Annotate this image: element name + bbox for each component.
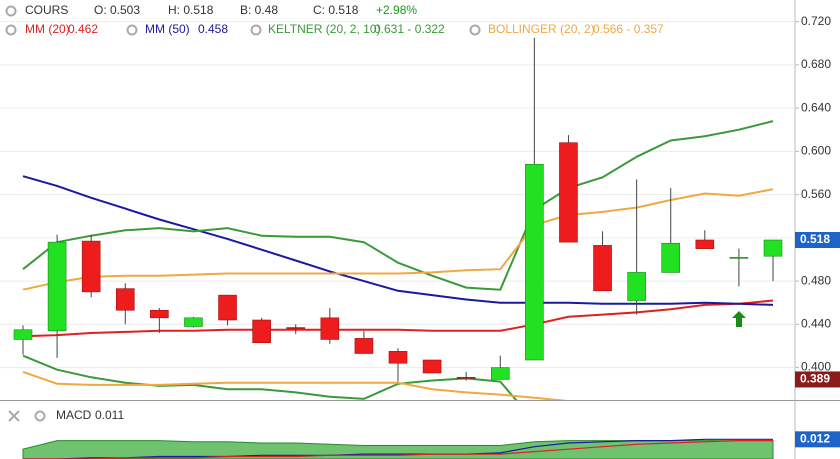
candle-body: [320, 317, 340, 340]
candle-body: [763, 239, 783, 257]
y-tick-label: 0.720: [801, 14, 831, 28]
y-tick-label: 0.680: [801, 57, 831, 71]
band-upper: [22, 188, 774, 291]
legend: COURS O: 0.503 H: 0.518 B: 0.48 C: 0.518…: [5, 3, 840, 448]
candle-body: [81, 240, 101, 293]
macd-histogram: [22, 440, 774, 459]
price-marker: [795, 232, 840, 248]
y-tick-label: 0.600: [801, 144, 831, 158]
candle-body: [729, 256, 749, 259]
legend-change: +2.98%: [376, 3, 417, 17]
legend-value: 0.458: [198, 22, 228, 36]
y-tick-label: 0.400: [801, 360, 831, 374]
legend-ohlc: C: 0.518: [313, 3, 359, 17]
legend-name: KELTNER (20, 2, 10): [268, 22, 381, 36]
price-marker: [795, 371, 840, 388]
candle-body: [456, 376, 476, 379]
legend-ohlc: O: 0.503: [94, 3, 140, 17]
candle-body: [593, 245, 612, 292]
band-lower: [22, 370, 568, 400]
candle-body: [252, 319, 271, 344]
y-tick-label: 0.560: [801, 187, 831, 201]
gear-icon[interactable]: [5, 24, 17, 36]
macd-value: 0.011: [95, 408, 124, 422]
overlays: [22, 120, 774, 400]
macd-marker: [795, 431, 840, 448]
candle-body: [354, 338, 374, 354]
macd-label: MACD: [56, 408, 92, 422]
gear-icon[interactable]: [5, 5, 17, 17]
candle-body: [115, 288, 135, 311]
gear-icon[interactable]: [34, 410, 46, 422]
gear-icon[interactable]: [250, 24, 262, 36]
candle-body: [490, 367, 510, 380]
candle-body: [525, 164, 544, 361]
macd-marker-label: 0.012: [800, 432, 830, 446]
signal-arrow: [732, 311, 746, 327]
candle-body: [627, 272, 646, 301]
moving-average: [22, 175, 774, 306]
candle-body: [695, 239, 715, 249]
y-tick-label: 0.640: [801, 100, 831, 114]
candle-body: [559, 142, 578, 243]
macd-pane: [22, 438, 774, 459]
legend-name: MM (20): [25, 22, 70, 36]
legend-value: 0.462: [68, 22, 98, 36]
legend-value: 0.566 - 0.357: [593, 22, 664, 36]
candle-body: [150, 309, 169, 319]
candle-body: [184, 317, 203, 327]
macd-line: [23, 438, 773, 459]
gear-icon[interactable]: [469, 24, 481, 36]
candle-body: [661, 242, 681, 273]
band-upper: [22, 120, 774, 291]
legend-value: 0.631 - 0.322: [374, 22, 445, 36]
legend-ohlc: B: 0.48: [240, 3, 278, 17]
candle-body: [13, 329, 33, 340]
gear-icon[interactable]: [126, 24, 138, 36]
candles: [13, 37, 783, 382]
price-marker-label: 0.518: [800, 232, 830, 246]
candle-body: [47, 241, 67, 332]
candle-body: [388, 351, 408, 364]
legend-label: COURS: [25, 3, 68, 17]
y-tick-label: 0.480: [801, 273, 831, 287]
candle-body: [286, 327, 306, 329]
candle-body: [422, 359, 442, 374]
close-icon[interactable]: [8, 410, 20, 422]
y-tick-label: 0.440: [801, 316, 831, 330]
moving-average: [22, 299, 774, 338]
candle-body: [218, 294, 237, 321]
legend-name: MM (50): [145, 22, 190, 36]
signal-line: [23, 440, 773, 459]
legend-ohlc: H: 0.518: [168, 3, 214, 17]
legend-name: BOLLINGER (20, 2): [488, 22, 595, 36]
price-marker-label: 0.389: [800, 372, 830, 386]
